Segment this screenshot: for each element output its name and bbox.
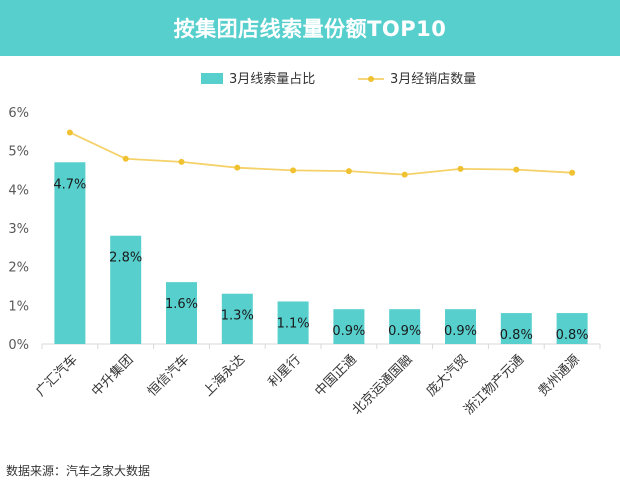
bar-value-label: 0.9% xyxy=(332,324,365,339)
legend-bar-swatch xyxy=(201,73,223,84)
bar xyxy=(333,309,365,344)
legend-line-label: 3月经销店数量 xyxy=(390,72,476,87)
line-point xyxy=(457,165,464,172)
bar xyxy=(500,313,532,344)
line-point xyxy=(345,168,352,175)
x-category-label: 中国正通 xyxy=(312,352,359,399)
x-category-label: 北京运通国融 xyxy=(350,352,416,418)
line-point xyxy=(513,166,520,173)
legend-bar-label: 3月线索量占比 xyxy=(229,72,315,87)
line-point xyxy=(66,129,73,136)
x-category-label: 庞大汽贸 xyxy=(423,352,471,400)
line-point xyxy=(122,155,129,162)
x-category-label: 浙江物产元通 xyxy=(461,352,527,418)
line-point xyxy=(234,164,241,171)
line-point xyxy=(290,167,297,174)
bar-value-label: 0.9% xyxy=(388,324,421,339)
x-category-label: 广汇汽车 xyxy=(33,352,81,400)
bar xyxy=(445,309,476,344)
x-category-label: 中升集团 xyxy=(88,352,136,400)
bar-value-label: 4.7% xyxy=(53,177,86,192)
bar xyxy=(221,293,253,344)
bar-value-label: 0.8% xyxy=(500,328,533,343)
y-tick-label: 6% xyxy=(8,106,29,121)
x-category-label: 贵州通源 xyxy=(536,352,583,399)
line-series-path xyxy=(69,131,573,176)
bar xyxy=(110,235,142,344)
chart-title: 按集团店线索量份额TOP10 xyxy=(173,17,447,41)
y-tick-label: 2% xyxy=(8,261,29,276)
x-category-label: 利星行 xyxy=(266,352,304,390)
y-tick-label: 4% xyxy=(8,183,29,198)
x-category-label: 上海永达 xyxy=(201,352,248,399)
data-source-note: 数据来源：汽车之家大数据 xyxy=(6,464,151,478)
legend-line-marker xyxy=(368,76,374,82)
bar xyxy=(389,309,421,344)
bar-value-label: 0.9% xyxy=(444,324,477,339)
bar-value-label: 1.1% xyxy=(277,316,310,331)
y-tick-label: 3% xyxy=(8,222,29,237)
y-tick-label: 1% xyxy=(8,299,29,314)
y-tick-label: 0% xyxy=(8,338,29,353)
bar xyxy=(166,282,197,344)
bar-value-label: 1.6% xyxy=(165,297,198,312)
bar-value-label: 1.3% xyxy=(221,309,254,324)
line-point xyxy=(401,171,408,178)
line-point xyxy=(569,169,576,176)
y-tick-label: 5% xyxy=(8,145,29,160)
x-category-label: 恒信汽车 xyxy=(144,352,192,400)
title-banner: 按集团店线索量份额TOP10 xyxy=(0,0,620,56)
line-point xyxy=(178,158,185,165)
chart-area: 0% 1% 2% 3% 4% 5% 6% 4.7% 2.8% 1.6% 1.3% 1.1% 0.9% 0.… xyxy=(8,72,601,418)
bar-value-label: 0.8% xyxy=(556,328,589,343)
bar-value-label: 2.8% xyxy=(109,251,142,266)
bar xyxy=(54,162,86,344)
bar xyxy=(556,313,588,344)
bar xyxy=(277,301,309,344)
